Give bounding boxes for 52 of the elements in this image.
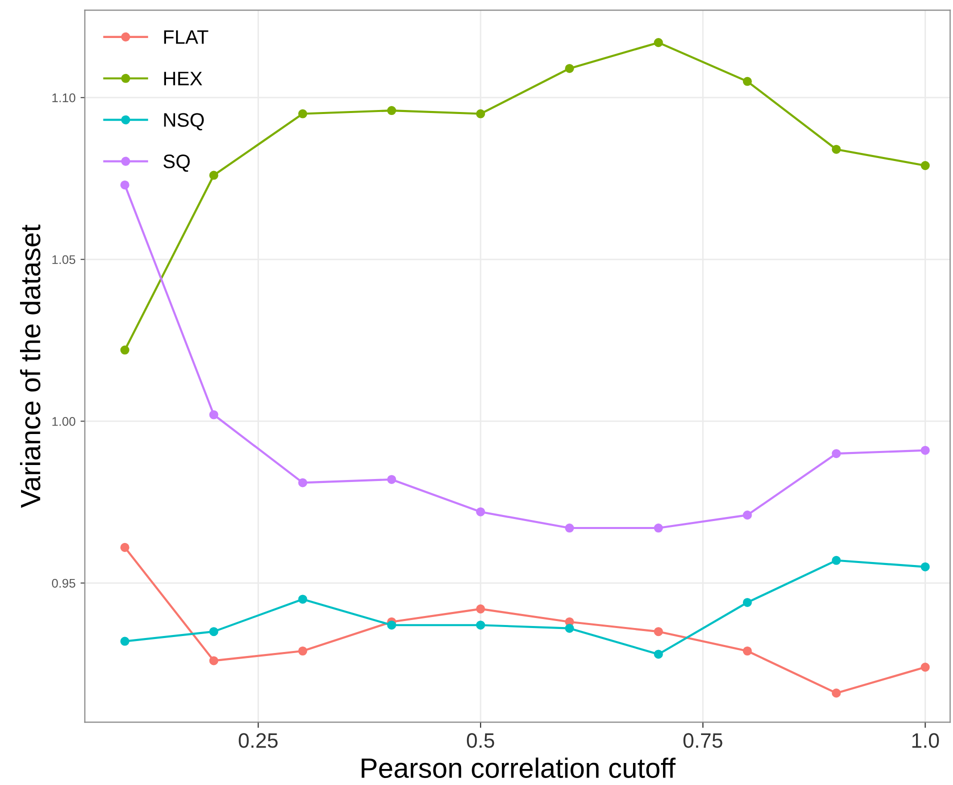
point: [209, 170, 218, 180]
x-tick-label: 1.0: [912, 733, 939, 748]
point: [920, 662, 930, 672]
point: [209, 627, 218, 636]
point: [742, 510, 752, 520]
point: [387, 620, 396, 630]
point: [298, 646, 308, 656]
point: [832, 144, 841, 154]
point: [209, 656, 218, 666]
legend-label: SQ: [163, 154, 190, 172]
point: [832, 449, 841, 458]
point: [564, 624, 574, 633]
legend-label: HEX: [164, 72, 202, 86]
point: [120, 180, 130, 190]
legend-label: NSQ: [164, 113, 204, 130]
x-tick-label: 0.75: [683, 733, 722, 748]
point: [564, 524, 574, 533]
point: [654, 627, 663, 636]
point: [654, 650, 663, 659]
y-tick-label: 0.95: [52, 578, 76, 588]
point: [120, 636, 130, 646]
point: [742, 76, 752, 86]
point: [120, 346, 130, 355]
point: [476, 109, 486, 118]
y-tick-label: 1.00: [52, 417, 76, 426]
point: [120, 542, 130, 552]
x-axis-title: Pearson correlation cutoff: [362, 758, 676, 778]
point: [920, 161, 930, 170]
y-tick-label: 1.10: [52, 93, 76, 102]
point: [742, 646, 752, 656]
point: [387, 106, 396, 116]
point: [298, 478, 308, 488]
point: [476, 604, 486, 614]
point: [832, 556, 841, 565]
x-tick-label: 0.5: [466, 733, 494, 748]
point: [742, 598, 752, 607]
y-tick-label: 1.05: [52, 255, 76, 264]
point: [387, 474, 396, 484]
point: [476, 507, 486, 516]
point: [298, 109, 308, 118]
point: [476, 620, 486, 630]
y-axis-title: Variance of the dataset: [20, 224, 40, 508]
point: [920, 446, 930, 455]
point: [920, 562, 930, 572]
legend-label: FLAT: [164, 30, 208, 44]
point: [209, 410, 218, 420]
point: [298, 594, 308, 604]
point: [654, 38, 663, 48]
point: [654, 524, 663, 533]
point: [832, 688, 841, 698]
x-tick-label: 0.25: [238, 733, 278, 748]
point: [564, 64, 574, 73]
